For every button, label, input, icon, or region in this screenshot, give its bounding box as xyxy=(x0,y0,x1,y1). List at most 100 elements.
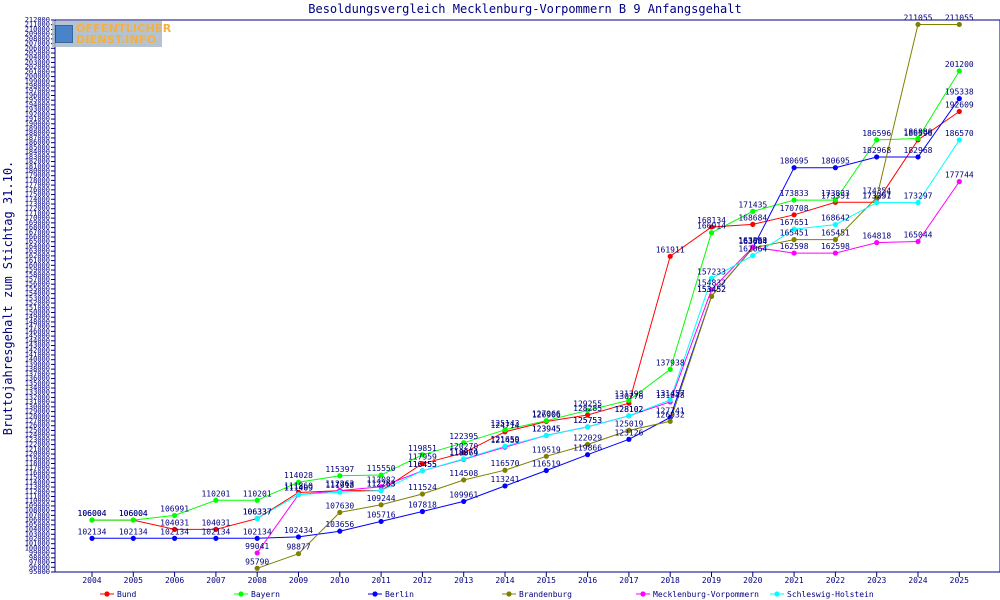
x-tick-label: 2004 xyxy=(82,576,101,585)
data-label: 157233 xyxy=(697,267,726,276)
logo-line2: DIENST.INFO xyxy=(76,33,157,46)
y-tick-label: 179000 xyxy=(25,172,50,180)
y-tick-label: 103000 xyxy=(25,530,50,538)
data-label: 162064 xyxy=(738,245,767,254)
data-label: 163869 xyxy=(738,236,767,245)
data-label: 211055 xyxy=(904,13,933,22)
data-point xyxy=(832,165,839,171)
x-tick-label: 2006 xyxy=(165,576,184,585)
data-label: 167651 xyxy=(780,218,809,227)
data-point xyxy=(626,427,632,433)
y-tick-label: 176000 xyxy=(25,186,50,194)
legend-marker xyxy=(774,591,780,597)
data-label: 110201 xyxy=(243,489,272,498)
data-label: 162598 xyxy=(821,242,850,251)
y-tick-label: 207000 xyxy=(25,40,50,48)
data-point xyxy=(832,237,839,243)
legend-marker xyxy=(372,591,378,597)
data-point xyxy=(378,472,384,478)
data-point xyxy=(750,221,756,227)
data-point xyxy=(626,413,632,419)
data-point xyxy=(378,502,384,508)
data-label: 164818 xyxy=(862,232,891,241)
y-tick-label: 174000 xyxy=(25,195,50,203)
y-tick-label: 164000 xyxy=(25,242,50,250)
data-point xyxy=(626,436,632,442)
y-tick-label: 199000 xyxy=(25,77,50,85)
data-point xyxy=(419,461,425,467)
data-label: 102134 xyxy=(201,527,230,536)
legend-marker xyxy=(640,591,646,597)
y-tick-label: 212000 xyxy=(25,16,50,24)
data-label: 102134 xyxy=(160,527,189,536)
y-tick-label: 166000 xyxy=(25,233,50,241)
y-tick-label: 162000 xyxy=(25,252,50,260)
data-label: 112263 xyxy=(367,480,396,489)
y-axis-label: Bruttojahresgehalt zum Stichtag 31.10. xyxy=(1,161,15,436)
y-tick-label: 127000 xyxy=(25,417,50,425)
y-tick-label: 184000 xyxy=(25,148,50,156)
data-point xyxy=(832,250,839,256)
data-label: 165451 xyxy=(780,229,809,238)
data-point xyxy=(708,293,715,299)
y-tick-label: 165000 xyxy=(25,238,50,246)
data-point xyxy=(667,397,673,403)
data-label: 124714 xyxy=(491,421,520,430)
data-label: 102134 xyxy=(78,527,107,536)
data-label: 125753 xyxy=(573,416,602,425)
x-tick-label: 2021 xyxy=(784,576,803,585)
data-label: 116519 xyxy=(532,459,561,468)
y-tick-label: 124000 xyxy=(25,431,50,439)
data-point xyxy=(543,418,549,424)
data-point xyxy=(956,108,962,115)
y-tick-label: 121000 xyxy=(25,445,50,453)
data-point xyxy=(378,487,384,494)
data-point xyxy=(915,238,921,245)
y-tick-label: 195000 xyxy=(25,96,50,104)
y-tick-label: 99000 xyxy=(29,549,50,557)
data-point xyxy=(791,197,797,203)
data-point xyxy=(130,517,136,523)
y-tick-label: 111000 xyxy=(25,493,50,501)
x-tick-label: 2007 xyxy=(206,576,225,585)
data-label: 118869 xyxy=(449,448,478,457)
data-point xyxy=(419,468,425,474)
y-tick-label: 113000 xyxy=(25,483,50,491)
data-point xyxy=(461,440,467,446)
data-point xyxy=(295,491,302,498)
y-tick-label: 150000 xyxy=(25,309,50,317)
y-tick-label: 173000 xyxy=(25,200,50,208)
data-point xyxy=(956,96,962,102)
series-line xyxy=(92,98,960,539)
data-label: 122395 xyxy=(449,432,478,441)
x-tick-label: 2022 xyxy=(826,576,845,585)
y-tick-label: 194000 xyxy=(25,101,50,109)
data-point xyxy=(172,526,178,532)
data-point xyxy=(172,512,178,519)
data-point xyxy=(502,443,508,449)
data-label: 168684 xyxy=(738,213,767,222)
data-label: 103656 xyxy=(325,520,354,529)
data-label: 128102 xyxy=(614,405,643,414)
data-label: 106004 xyxy=(119,509,148,518)
data-point xyxy=(378,484,384,490)
y-tick-label: 193000 xyxy=(25,106,50,114)
x-tick-label: 2014 xyxy=(495,576,514,585)
y-tick-label: 125000 xyxy=(25,426,50,434)
y-tick-label: 198000 xyxy=(25,82,50,90)
data-point xyxy=(791,165,797,171)
data-label: 112263 xyxy=(367,480,396,489)
y-tick-label: 182000 xyxy=(25,158,50,166)
y-tick-label: 197000 xyxy=(25,87,50,95)
data-point xyxy=(874,195,880,201)
data-label: 114508 xyxy=(449,469,478,478)
data-point xyxy=(461,477,467,483)
y-tick-label: 145000 xyxy=(25,332,50,340)
y-tick-label: 138000 xyxy=(25,365,50,373)
data-label: 168134 xyxy=(697,216,726,225)
data-labels: 106004 106004 104031 104031 106337 111860 1122… xyxy=(78,13,974,566)
data-label: 102134 xyxy=(243,527,272,536)
y-tick-label: 114000 xyxy=(25,478,50,486)
y-tick-label: 167000 xyxy=(25,228,50,236)
data-label: 104031 xyxy=(201,518,230,527)
